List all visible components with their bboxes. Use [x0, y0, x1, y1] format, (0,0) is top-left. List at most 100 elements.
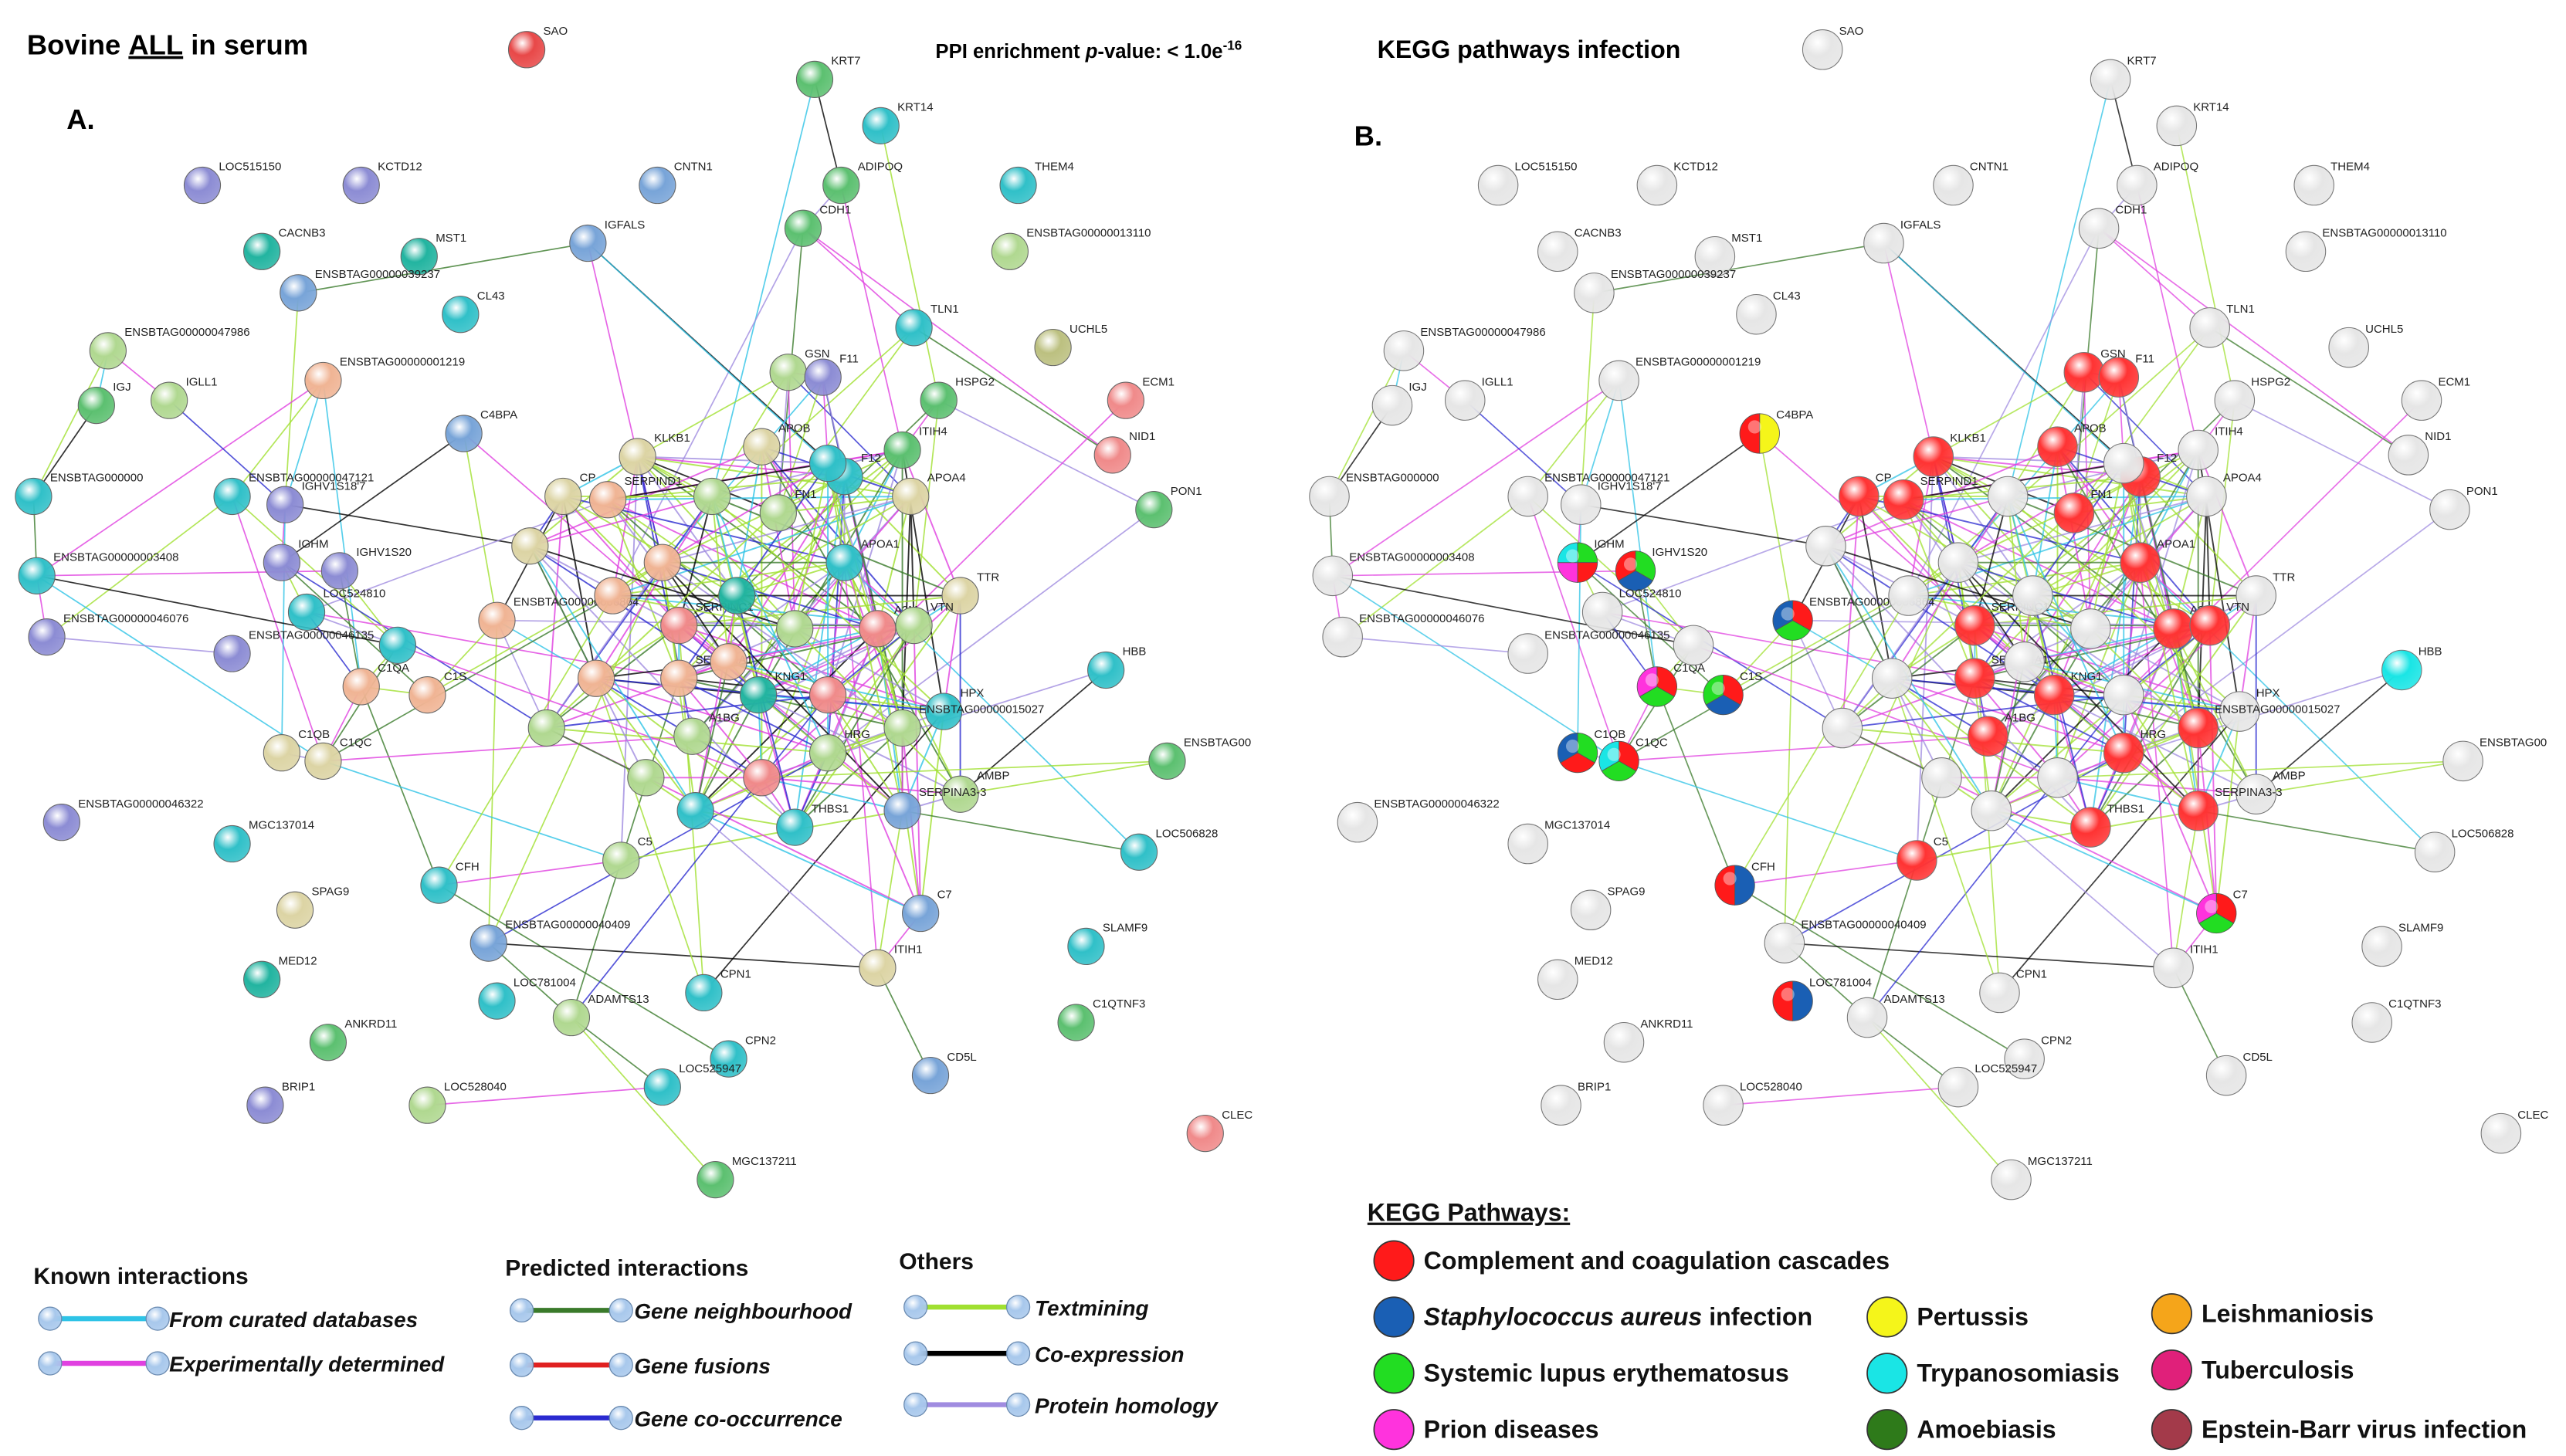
- edge: [323, 735, 693, 762]
- node-label: AMBP: [2273, 769, 2306, 782]
- edge: [1619, 594, 1910, 762]
- edge: [463, 433, 498, 621]
- pathway-sector: [1775, 620, 1811, 641]
- node-label: CP: [580, 472, 596, 485]
- protein-node: [507, 31, 546, 69]
- node-label: CD5L: [2243, 1051, 2273, 1064]
- node-label: CL43: [1773, 290, 1801, 303]
- node-label: CL43: [477, 290, 505, 303]
- protein-node: [809, 444, 847, 483]
- protein-node: [822, 166, 860, 205]
- protein-node: [883, 431, 921, 469]
- node-label: THEM4: [1035, 161, 1074, 174]
- edge: [438, 595, 614, 886]
- node-label: ENSBTAG00000047121: [1544, 472, 1669, 485]
- node-label: APOA4: [927, 472, 966, 485]
- protein-node: [1312, 555, 1354, 597]
- node-label: CDH1: [819, 203, 851, 216]
- edge: [1784, 562, 1959, 943]
- title-part: Bovine: [27, 29, 129, 61]
- edge: [1933, 455, 2207, 497]
- edge: [281, 562, 429, 696]
- protein-node: [1937, 1066, 1979, 1108]
- ppi-part: p: [1085, 41, 1098, 63]
- pathway-sector: [1560, 752, 1595, 774]
- pathway-swatch: [1866, 1409, 1908, 1451]
- node-label: ENSBTAG00000040409: [505, 918, 630, 931]
- protein-node: [243, 232, 281, 270]
- node-label: NID1: [2425, 430, 2451, 443]
- edge: [876, 967, 931, 1076]
- edge: [612, 228, 804, 596]
- node-label: HRG: [2141, 728, 2166, 741]
- protein-node: [627, 759, 665, 797]
- protein-node: [1937, 542, 1979, 583]
- protein-node: [685, 973, 723, 1012]
- edge: [2007, 449, 2198, 497]
- protein-node: [925, 692, 963, 730]
- edge: [2198, 810, 2435, 853]
- protein-node: [710, 1040, 747, 1078]
- edge: [2256, 669, 2402, 795]
- edge: [827, 462, 903, 729]
- node-label: APOB: [2074, 422, 2107, 435]
- edge: [46, 496, 233, 638]
- protein-node: [2442, 740, 2483, 782]
- node-label: HPX: [961, 686, 985, 699]
- edge: [46, 636, 232, 655]
- protein-node: [28, 618, 66, 656]
- edge: [778, 495, 911, 514]
- node-label: ENSBTAG00000047986: [1420, 326, 1545, 339]
- protein-node: [710, 643, 747, 681]
- edge: [562, 496, 730, 662]
- protein-node: [2219, 691, 2260, 732]
- edge: [1866, 1017, 2012, 1180]
- pathway-part: Systemic lupus erythematosus: [1424, 1359, 1789, 1387]
- protein-node: [1537, 959, 1578, 1001]
- edge: [637, 455, 911, 497]
- protein-node: [1888, 575, 1929, 616]
- protein-node: [718, 577, 756, 615]
- edge: [1933, 371, 2085, 458]
- edge: [36, 380, 324, 577]
- node-label: C5: [638, 835, 653, 848]
- figure-title: Bovine ALL in serum: [27, 29, 308, 61]
- edge: [285, 503, 530, 547]
- protein-node: [342, 166, 380, 205]
- edge: [530, 496, 713, 547]
- node-label: C1QA: [378, 662, 409, 675]
- node-label: NID1: [1129, 430, 1155, 443]
- node-label: HSPG2: [955, 375, 995, 388]
- node-label: ENSBTAG00000013110: [2322, 226, 2446, 239]
- node-label: CPN1: [720, 968, 751, 981]
- protein-node: [15, 477, 53, 516]
- protein-node: [1337, 801, 1378, 843]
- protein-node: [213, 635, 251, 672]
- pathway-sector: [1772, 980, 1794, 1021]
- protein-node: [743, 759, 781, 797]
- edge: [1825, 496, 2008, 547]
- edge: [920, 711, 945, 914]
- protein-node: [2236, 774, 2276, 814]
- node-label: CLEC: [1222, 1109, 1252, 1122]
- edge: [703, 711, 944, 994]
- edge: [1332, 574, 1694, 646]
- edge: [1723, 1086, 1958, 1106]
- pathway-swatch: [1866, 1353, 1908, 1394]
- edge: [694, 476, 846, 811]
- legend-item: Gene co-occurrence: [634, 1407, 842, 1431]
- node-shine: [1623, 557, 1638, 571]
- protein-node: [478, 601, 516, 639]
- legend-ball: [509, 1298, 534, 1323]
- ppi-text: PPI enrichment p-value: < 1.0e-16: [935, 37, 1242, 63]
- edge: [530, 545, 795, 630]
- ppi-part: PPI enrichment: [935, 41, 1085, 63]
- node-shine: [1645, 673, 1659, 687]
- node-label: LOC506828: [1155, 827, 1218, 840]
- protein-node: [1444, 380, 1486, 421]
- edge: [2123, 562, 2141, 696]
- edge: [840, 185, 903, 451]
- edge: [1903, 499, 2091, 630]
- edge: [827, 625, 915, 753]
- protein-node: [2103, 442, 2144, 484]
